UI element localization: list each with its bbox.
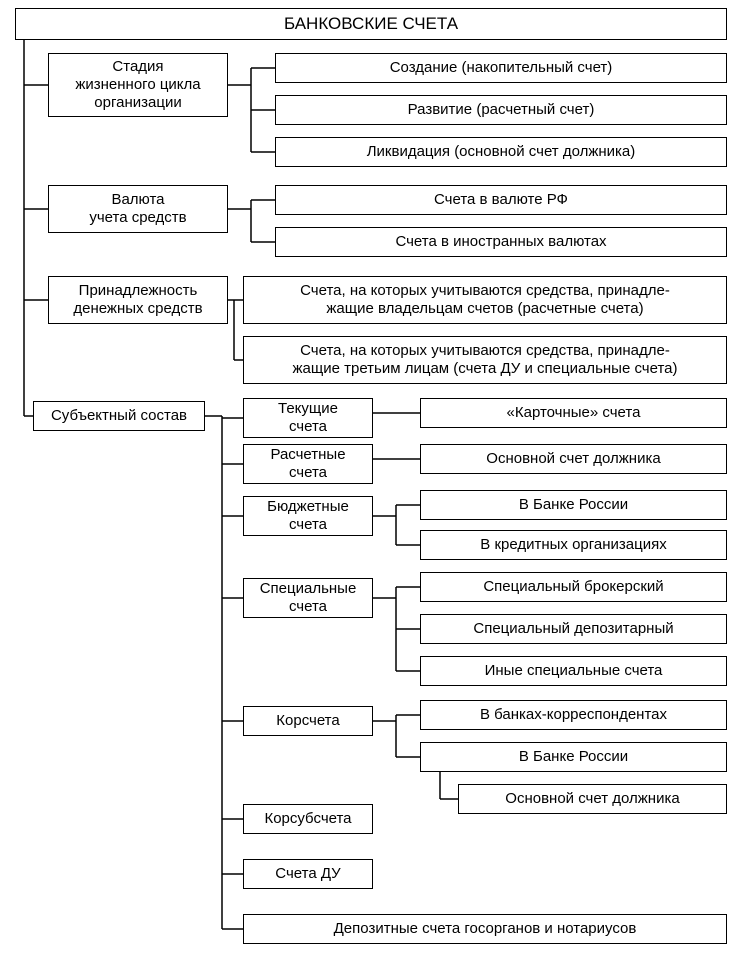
- node-debtor-main-1: Основной счет должника: [420, 444, 727, 474]
- node-special-broker: Специальный брокерский: [420, 572, 727, 602]
- node-in-correspondent-banks: В банках-корреспондентах: [420, 700, 727, 730]
- node-ownership: Принадлежностьденежных средств: [48, 276, 228, 324]
- node-development: Развитие (расчетный счет): [275, 95, 727, 125]
- node-card-accounts: «Карточные» счета: [420, 398, 727, 428]
- node-corsubaccounts: Корсубсчета: [243, 804, 373, 834]
- node-current-accounts: Текущиесчета: [243, 398, 373, 438]
- node-owner-funds: Счета, на которых учитываются средства, …: [243, 276, 727, 324]
- node-subjects: Субъектный состав: [33, 401, 205, 431]
- node-lifecycle-stage: Стадияжизненного циклаорганизации: [48, 53, 228, 117]
- node-budget-accounts: Бюджетныесчета: [243, 496, 373, 536]
- node-correspondent-accounts: Корсчета: [243, 706, 373, 736]
- node-special-accounts: Специальныесчета: [243, 578, 373, 618]
- node-root: БАНКОВСКИЕ СЧЕТА: [15, 8, 727, 40]
- node-in-cbr-2: В Банке России: [420, 742, 727, 772]
- node-debtor-main-2: Основной счет должника: [458, 784, 727, 814]
- node-special-depositary: Специальный депозитарный: [420, 614, 727, 644]
- node-other-special: Иные специальные счета: [420, 656, 727, 686]
- node-settlement-accounts: Расчетныесчета: [243, 444, 373, 484]
- node-liquidation: Ликвидация (основной счет должника): [275, 137, 727, 167]
- node-foreign-accounts: Счета в иностранных валютах: [275, 227, 727, 257]
- node-creation: Создание (накопительный счет): [275, 53, 727, 83]
- node-in-credit-orgs: В кредитных организациях: [420, 530, 727, 560]
- node-trust-accounts: Счета ДУ: [243, 859, 373, 889]
- node-currency: Валютаучета средств: [48, 185, 228, 233]
- node-in-cbr-1: В Банке России: [420, 490, 727, 520]
- node-rub-accounts: Счета в валюте РФ: [275, 185, 727, 215]
- node-deposit-accounts: Депозитные счета госорганов и нотариусов: [243, 914, 727, 944]
- diagram-canvas: БАНКОВСКИЕ СЧЕТА Стадияжизненного циклао…: [0, 0, 742, 972]
- node-thirdparty-funds: Счета, на которых учитываются средства, …: [243, 336, 727, 384]
